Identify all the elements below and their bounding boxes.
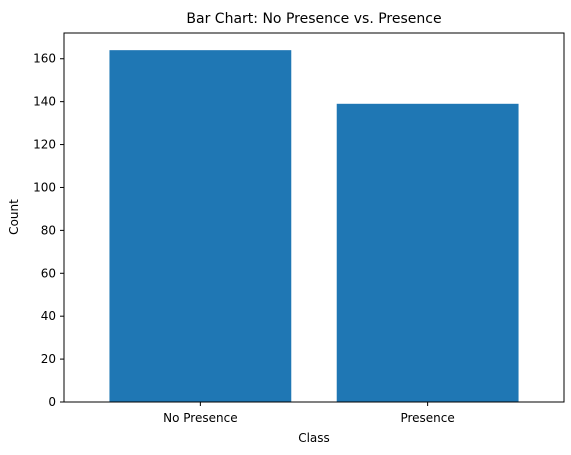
y-axis-label: Count [7,199,21,235]
y-axis-ticks: 0 20 40 60 80 100 120 140 160 [33,52,64,409]
y-tick-label: 0 [48,395,56,409]
y-tick-label: 40 [41,309,56,323]
bar-no-presence [109,50,292,403]
x-tick-label: Presence [400,411,454,425]
y-tick-label: 20 [41,352,56,366]
x-axis-ticks: No Presence Presence [163,402,455,425]
x-axis-label: Class [298,431,330,445]
y-tick-label: 120 [33,138,56,152]
plot-area [109,50,519,403]
bar-presence [336,103,519,402]
y-tick-label: 160 [33,52,56,66]
x-tick-label: No Presence [163,411,237,425]
y-tick-label: 80 [41,223,56,237]
y-tick-label: 60 [41,266,56,280]
chart-title: Bar Chart: No Presence vs. Presence [186,11,441,27]
y-tick-label: 100 [33,180,56,194]
plot-frame [63,32,565,403]
y-tick-label: 140 [33,95,56,109]
